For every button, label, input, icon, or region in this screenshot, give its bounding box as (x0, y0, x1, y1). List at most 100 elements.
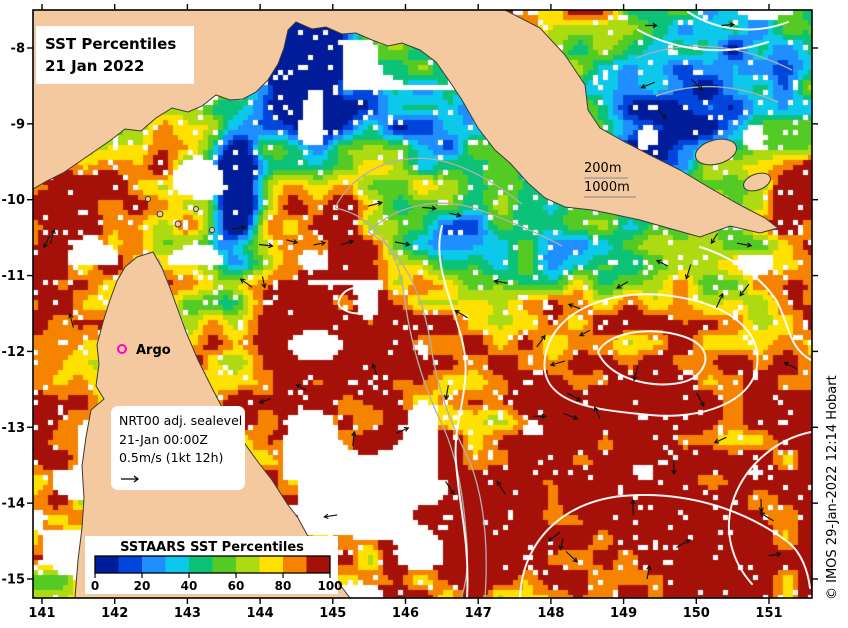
current-vector-arrow (657, 108, 667, 120)
colorbar-title: SSTAARS SST Percentiles (120, 540, 304, 555)
current-vector-arrow (295, 384, 307, 391)
current-vector-arrow (632, 365, 639, 382)
land-island (209, 227, 215, 233)
map-border (32, 9, 813, 599)
colorbar-segment (165, 556, 190, 573)
current-vector-arrow (565, 551, 578, 563)
current-vector-arrow (758, 498, 764, 513)
depth-1000m-label: 1000m (584, 180, 630, 195)
isobath-line (367, 231, 487, 598)
current-vector-arrow (739, 283, 750, 297)
map-date: 21 Jan 2022 (45, 57, 144, 75)
sla-contour (519, 494, 811, 598)
current-vector-arrow (645, 22, 658, 29)
current-vector-arrow (454, 309, 468, 319)
isobath-line (334, 207, 469, 598)
lon-tick-label: 148 (537, 606, 564, 621)
current-vector-arrow (655, 259, 669, 267)
current-vector-arrow (43, 235, 51, 249)
colorbar-segment (283, 556, 307, 573)
current-vector-arrow (258, 242, 274, 249)
current-vector-arrow (646, 564, 652, 580)
lat-tick-label: -11 (2, 269, 26, 284)
sea-level-contours (337, 11, 812, 598)
current-vector-arrow (533, 413, 548, 420)
sla-contour (699, 246, 812, 361)
title-box: SST Percentiles 21 Jan 2022 (36, 26, 194, 84)
lon-tick-label: 145 (319, 606, 346, 621)
lat-tick-label: -14 (2, 497, 26, 512)
sla-contour (337, 286, 374, 315)
colorbar-segment (212, 556, 237, 573)
current-vector-arrow (547, 531, 561, 542)
lon-tick-label: 151 (755, 606, 782, 621)
sla-contour (637, 29, 769, 52)
current-vector-arrow (536, 334, 546, 348)
current-vector-arrow (367, 200, 383, 207)
land-island (694, 138, 738, 166)
colorbar-segment (142, 556, 166, 573)
colorbar-segment (306, 556, 331, 573)
current-vector-arrow (616, 281, 629, 289)
current-vector-arrow (630, 498, 636, 516)
current-vector-arrow (676, 539, 691, 548)
lon-tick-label: 146 (392, 606, 419, 621)
colorbar-segment (118, 556, 143, 573)
current-vector-arrow (640, 81, 656, 89)
land-island (743, 172, 771, 192)
current-vector-arrow (563, 412, 579, 420)
current-vector-arrow (493, 279, 508, 285)
lon-tick-label: 142 (101, 606, 128, 621)
current-vector-arrow (371, 362, 378, 376)
nrt-info-box: NRT00 adj. sealevel 21-Jan 00:00Z 0.5m/s… (111, 406, 245, 490)
current-vector-arrow (671, 460, 677, 476)
lat-tick-label: -9 (11, 117, 25, 132)
map-title: SST Percentiles (45, 35, 176, 53)
lat-tick-label: -15 (2, 572, 26, 587)
colorbar-segment (95, 556, 119, 573)
credit-text: © IMOS 29-Jan-2022 12:14 Hobart (825, 375, 840, 600)
isobath-line (635, 45, 793, 71)
current-vector-arrow (239, 278, 253, 288)
depth-legend: 200m 1000m (584, 161, 636, 198)
current-vector-arrow (567, 392, 582, 401)
nrt-line3: 0.5m/s (1kt 12h) (119, 450, 223, 465)
isobath-line (367, 202, 563, 247)
current-vector-arrow (422, 205, 437, 211)
colorbar-segment (236, 556, 260, 573)
vector-scale-arrow-icon (121, 475, 140, 483)
nrt-line1: NRT00 adj. sealevel (119, 413, 242, 428)
current-vector-arrow (231, 224, 247, 231)
current-vector-arrow (445, 481, 455, 496)
colorbar-tick-label: 60 (228, 579, 245, 593)
lat-tick-label: -13 (2, 421, 26, 436)
current-vector-arrow (49, 228, 56, 245)
current-vector-arrow (715, 292, 724, 308)
argo-label: Argo (136, 343, 171, 358)
lon-tick-label: 143 (174, 606, 201, 621)
isobath-line (655, 85, 779, 103)
land-island (156, 210, 164, 218)
lon-tick-label: 141 (28, 606, 55, 621)
colorbar-segment (189, 556, 213, 573)
land-island (145, 196, 151, 202)
current-vector-arrow (783, 361, 798, 370)
colorbar-tick-label: 80 (275, 579, 292, 593)
current-vector-arrow (496, 480, 506, 495)
sla-contour (728, 431, 812, 585)
colorbar-border (94, 555, 331, 574)
current-vector-arrow (323, 513, 338, 520)
sla-contour (543, 293, 759, 417)
land-island (193, 206, 199, 212)
colorbar-tick-label: 40 (181, 579, 198, 593)
current-vector-arrow (713, 436, 727, 444)
colorbar-legend: SSTAARS SST Percentiles 0 20 40 60 80 100 (85, 536, 343, 594)
current-vectors (43, 22, 798, 580)
depth-200m-label: 200m (584, 161, 621, 176)
argo-float-marker: Argo (117, 343, 171, 358)
current-vector-arrow (443, 385, 450, 401)
land-island (174, 220, 182, 228)
lat-tick-label: -12 (2, 345, 26, 360)
isobath-line (334, 157, 523, 209)
